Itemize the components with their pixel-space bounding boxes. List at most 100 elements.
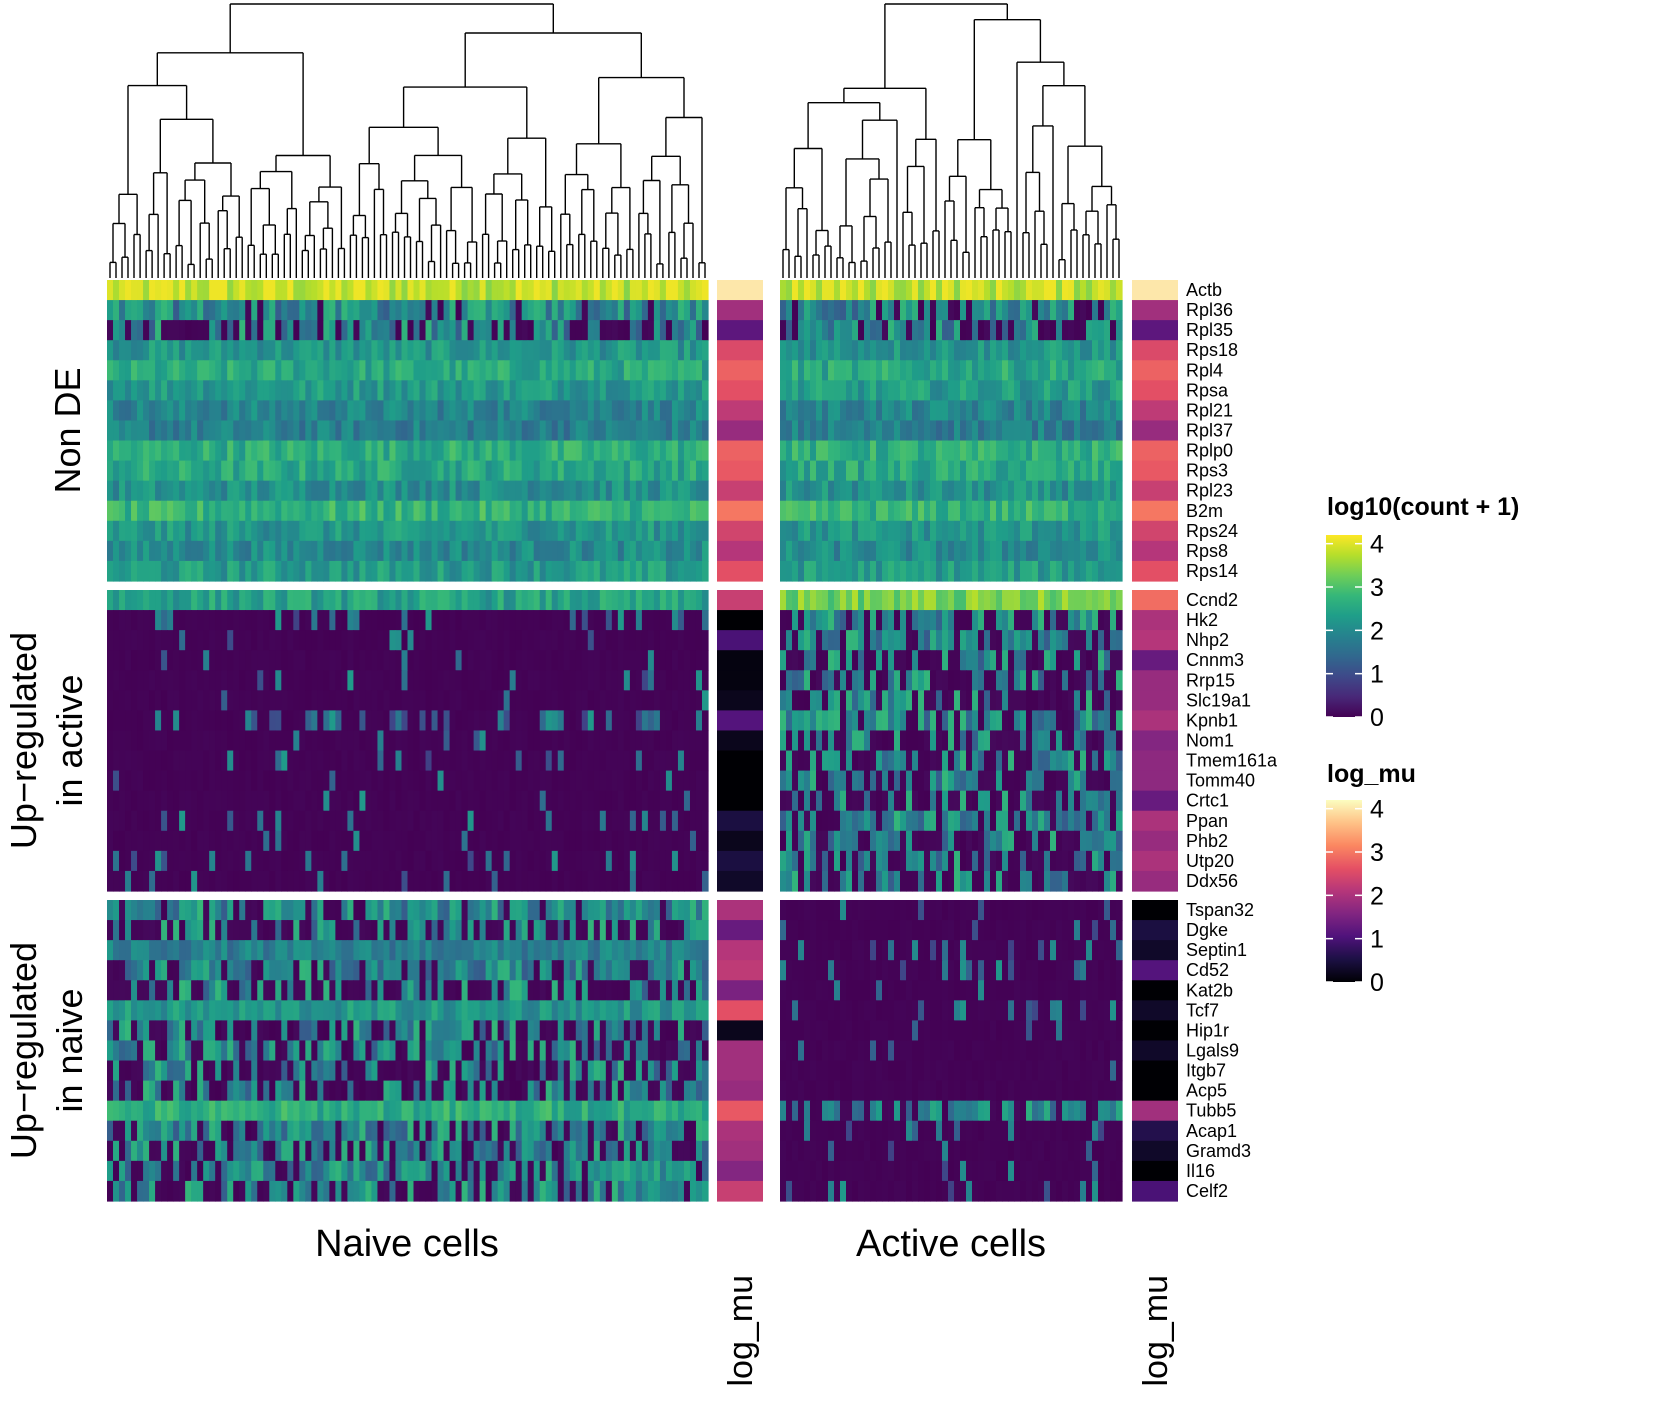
heatmap-cell — [575, 340, 583, 361]
heatmap-cell — [179, 790, 186, 812]
heatmap-cell — [599, 710, 607, 732]
heatmap-cell — [870, 460, 877, 482]
heatmap-cell — [437, 480, 445, 502]
heatmap-cell — [227, 690, 234, 711]
heatmap-cell — [293, 420, 300, 442]
heatmap-cell — [125, 810, 132, 832]
heatmap-cell — [888, 280, 895, 301]
heatmap-cell — [846, 540, 853, 562]
heatmap-cell — [870, 280, 877, 301]
heatmap-cell — [822, 770, 829, 792]
heatmap-cell — [906, 360, 913, 381]
heatmap-cell — [1086, 710, 1093, 732]
heatmap-cell — [605, 480, 613, 502]
heatmap-cell — [413, 870, 421, 892]
heatmap-cell — [377, 540, 385, 562]
heatmap-cell — [888, 730, 895, 752]
heatmap-cell — [960, 730, 967, 752]
heatmap-cell — [695, 320, 703, 341]
heatmap-cell — [894, 710, 901, 732]
heatmap-cell — [1044, 540, 1051, 562]
heatmap-cell — [377, 850, 385, 872]
heatmap-cell — [701, 690, 709, 711]
heatmap-cell — [840, 440, 847, 462]
heatmap-cell — [635, 630, 643, 651]
heatmap-cell — [954, 590, 961, 611]
heatmap-cell — [209, 870, 216, 892]
heatmap-cell — [443, 590, 451, 611]
heatmap-cell — [161, 400, 168, 422]
heatmap-cell — [1080, 790, 1087, 812]
heatmap-cell — [485, 750, 493, 772]
heatmap-cell — [149, 480, 156, 502]
heatmap-cell — [335, 810, 342, 832]
heatmap-cell — [828, 690, 835, 711]
heatmap-cell — [107, 540, 114, 562]
heatmap-cell — [359, 440, 367, 462]
heatmap-cell — [972, 300, 979, 321]
heatmap-cell — [407, 280, 415, 301]
heatmap-cell — [299, 440, 306, 462]
heatmap-cell — [683, 770, 691, 792]
heatmap-cell — [155, 500, 162, 522]
heatmap-cell — [167, 380, 174, 401]
heatmap-cell — [978, 630, 985, 651]
heatmap-cell — [365, 690, 373, 711]
heatmap-cell — [455, 730, 463, 752]
heatmap-cell — [323, 560, 330, 582]
heatmap-cell — [1038, 790, 1045, 812]
heatmap-cell — [924, 280, 931, 301]
heatmap-cell — [653, 320, 661, 341]
heatmap-cell — [245, 790, 252, 812]
heatmap-cell — [984, 340, 991, 361]
heatmap-cell — [221, 460, 228, 482]
heatmap-cell — [215, 630, 222, 651]
heatmap-cell — [816, 650, 823, 671]
heatmap-cell — [461, 810, 469, 832]
heatmap-cell — [623, 520, 631, 542]
heatmap-cell — [449, 650, 457, 671]
heatmap-cell — [203, 340, 210, 361]
heatmap-cell — [455, 320, 463, 341]
heatmap-cell — [209, 850, 216, 872]
heatmap-cell — [443, 480, 451, 502]
heatmap-cell — [413, 460, 421, 482]
heatmap-cell — [840, 690, 847, 711]
heatmap-cell — [918, 710, 925, 732]
heatmap-cell — [1044, 770, 1051, 792]
heatmap-cell — [353, 380, 361, 401]
heatmap-cell — [503, 850, 511, 872]
heatmap-cell — [1044, 480, 1051, 502]
heatmap-cell — [461, 650, 469, 671]
heatmap-cell — [119, 830, 126, 852]
heatmap-cell — [960, 420, 967, 442]
heatmap-cell — [479, 400, 487, 422]
heatmap-cell — [275, 650, 282, 671]
heatmap-cell — [870, 730, 877, 752]
heatmap-cell — [1104, 730, 1111, 752]
heatmap-cell — [990, 280, 997, 301]
heatmap-cell — [1038, 750, 1045, 772]
heatmap-cell — [701, 480, 709, 502]
heatmap-cell — [605, 610, 613, 631]
heatmap-cell — [299, 830, 306, 852]
heatmap-cell — [575, 560, 583, 582]
heatmap-cell — [978, 360, 985, 381]
heatmap-cell — [311, 540, 318, 562]
heatmap-cell — [251, 520, 258, 542]
heatmap-cell — [948, 650, 955, 671]
heatmap-cell — [419, 500, 427, 522]
heatmap-cell — [281, 540, 288, 562]
heatmap-cell — [395, 400, 403, 422]
heatmap-cell — [287, 400, 294, 422]
heatmap-cell — [335, 480, 342, 502]
heatmap-cell — [876, 300, 883, 321]
heatmap-cell — [305, 520, 312, 542]
heatmap-cell — [786, 300, 793, 321]
heatmap-cell — [509, 850, 517, 872]
heatmap-cell — [407, 400, 415, 422]
heatmap-cell — [185, 650, 192, 671]
heatmap-cell — [605, 650, 613, 671]
heatmap-cell — [293, 520, 300, 542]
